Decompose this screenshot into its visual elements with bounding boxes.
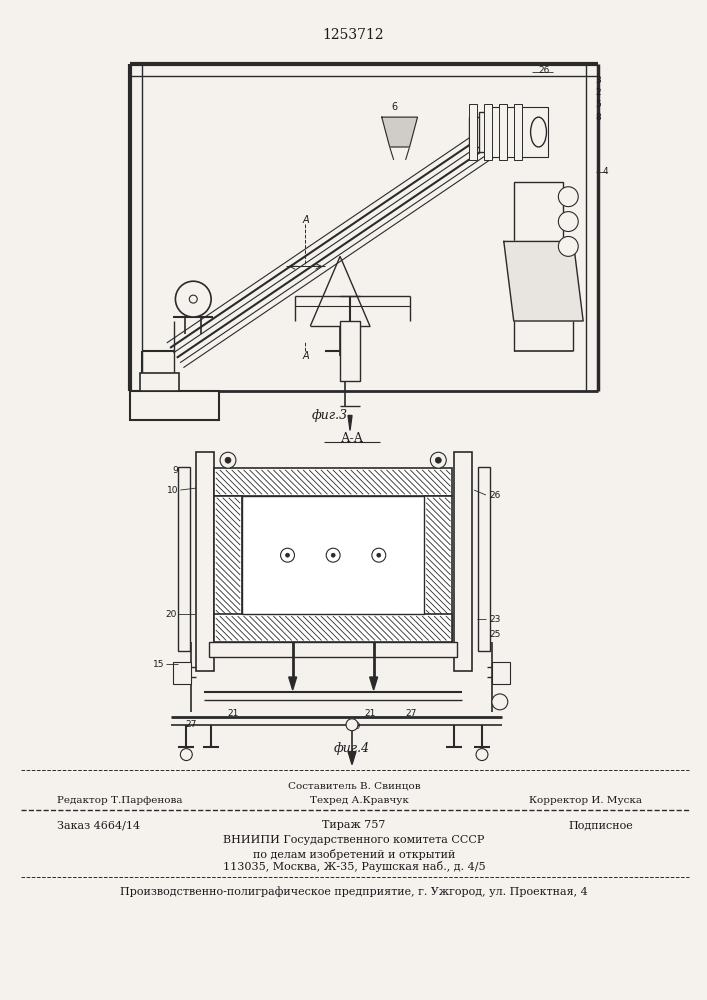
- Text: 21: 21: [364, 709, 375, 718]
- Text: 4: 4: [603, 167, 609, 176]
- Bar: [469, 104, 477, 160]
- Text: 1253712: 1253712: [322, 28, 384, 42]
- Circle shape: [559, 236, 578, 256]
- Circle shape: [436, 457, 441, 463]
- Bar: [140, 373, 180, 391]
- Bar: [209, 642, 457, 657]
- Bar: [514, 104, 522, 160]
- Circle shape: [377, 553, 381, 557]
- Circle shape: [175, 281, 211, 317]
- Text: 20: 20: [165, 610, 177, 619]
- Circle shape: [281, 548, 295, 562]
- Text: 15: 15: [153, 660, 165, 669]
- Circle shape: [346, 719, 358, 731]
- Text: Подписное: Подписное: [568, 820, 633, 830]
- Text: фиг.3: фиг.3: [312, 409, 349, 422]
- Bar: [454, 452, 472, 671]
- Circle shape: [331, 553, 335, 557]
- Bar: [178, 467, 190, 651]
- Bar: [469, 117, 529, 147]
- Circle shape: [476, 749, 488, 761]
- Text: Редактор Т.Парфенова: Редактор Т.Парфенова: [57, 796, 183, 805]
- Polygon shape: [370, 677, 378, 690]
- Bar: [242, 496, 424, 614]
- Circle shape: [372, 548, 386, 562]
- Text: А-А: А-А: [341, 432, 363, 445]
- Text: фиг.4: фиг.4: [334, 742, 370, 755]
- Polygon shape: [504, 241, 583, 321]
- Text: 27: 27: [406, 709, 417, 718]
- Bar: [214, 496, 242, 642]
- Circle shape: [559, 187, 578, 207]
- Polygon shape: [382, 117, 418, 147]
- Bar: [489, 107, 549, 157]
- Circle shape: [220, 452, 236, 468]
- Bar: [173, 662, 192, 684]
- Text: 3: 3: [595, 76, 601, 85]
- Text: 23: 23: [489, 615, 501, 624]
- Circle shape: [431, 452, 446, 468]
- Text: 29: 29: [349, 722, 361, 731]
- Text: Заказ 4664/14: Заказ 4664/14: [57, 820, 141, 830]
- Text: Тираж 757: Тираж 757: [322, 820, 386, 830]
- Circle shape: [559, 212, 578, 232]
- Bar: [130, 391, 219, 420]
- Text: Производственно-полиграфическое предприятие, г. Ужгород, ул. Проектная, 4: Производственно-полиграфическое предприя…: [120, 886, 588, 897]
- Bar: [214, 468, 452, 496]
- Text: 21: 21: [227, 709, 239, 718]
- Text: 27: 27: [186, 720, 197, 729]
- Text: A: A: [302, 351, 309, 361]
- Text: по делам изобретений и открытий: по делам изобретений и открытий: [253, 849, 455, 860]
- Text: 10: 10: [167, 486, 178, 495]
- Text: 6: 6: [392, 102, 398, 112]
- Bar: [499, 104, 507, 160]
- Text: 9: 9: [173, 466, 178, 475]
- Polygon shape: [288, 677, 297, 690]
- Text: 8: 8: [595, 113, 601, 122]
- Circle shape: [180, 749, 192, 761]
- Text: 5: 5: [595, 100, 601, 109]
- Text: 26: 26: [489, 491, 501, 500]
- Text: Техред А.Кравчук: Техред А.Кравчук: [310, 796, 409, 805]
- Circle shape: [189, 295, 197, 303]
- Text: 113035, Москва, Ж-35, Раушская наб., д. 4/5: 113035, Москва, Ж-35, Раушская наб., д. …: [223, 861, 485, 872]
- Text: 25: 25: [489, 630, 501, 639]
- Circle shape: [326, 548, 340, 562]
- Text: A: A: [302, 215, 309, 225]
- Bar: [484, 104, 492, 160]
- Polygon shape: [348, 415, 352, 430]
- Bar: [340, 321, 360, 381]
- Bar: [197, 452, 214, 671]
- Circle shape: [492, 694, 508, 710]
- Text: 26: 26: [539, 66, 550, 75]
- Text: Корректор И. Муска: Корректор И. Муска: [529, 796, 642, 805]
- Circle shape: [286, 553, 289, 557]
- Bar: [424, 496, 452, 642]
- Bar: [479, 112, 529, 152]
- Bar: [514, 182, 563, 261]
- Text: Составитель В. Свинцов: Составитель В. Свинцов: [288, 782, 420, 791]
- Text: 2: 2: [595, 88, 601, 97]
- Bar: [492, 662, 510, 684]
- Bar: [214, 614, 452, 642]
- Bar: [478, 467, 490, 651]
- Circle shape: [225, 457, 231, 463]
- Text: ВНИИПИ Государственного комитета СССР: ВНИИПИ Государственного комитета СССР: [223, 835, 485, 845]
- Ellipse shape: [530, 117, 547, 147]
- Polygon shape: [348, 752, 356, 765]
